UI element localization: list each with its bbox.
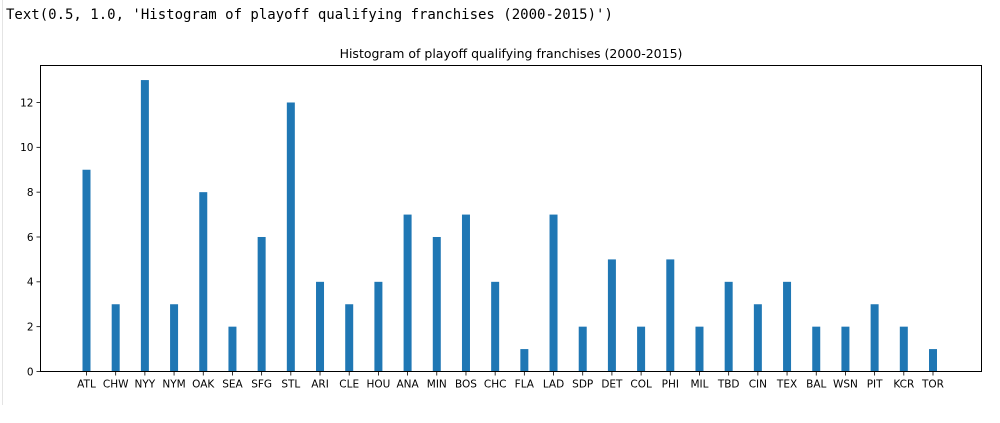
x-tick-label: ANA [396, 379, 419, 391]
x-tick-label: ARI [311, 379, 329, 391]
x-tick-label: DET [601, 379, 623, 391]
x-tick-label: BOS [455, 379, 477, 391]
x-tick-label: LAD [543, 379, 564, 391]
x-tick-label: CHW [103, 379, 129, 391]
bar-bal [812, 326, 821, 372]
bar-fla [520, 349, 529, 372]
bar-lad [549, 214, 558, 372]
x-tick-label: TOR [921, 379, 944, 391]
bar-hou [374, 281, 383, 372]
bar-tor [929, 349, 937, 372]
x-tick-label: TEX [776, 379, 797, 391]
bars-group [82, 80, 937, 372]
bar-min [432, 236, 441, 372]
x-tick-label: ATL [77, 379, 96, 391]
output-area-border [2, 0, 3, 405]
bar-tex [783, 281, 792, 372]
x-tick-label: OAK [192, 379, 215, 391]
bar-tbd [724, 281, 733, 372]
x-tick-label: HOU [366, 379, 390, 391]
y-axis: 0 2 4 6 8 10 12 [20, 97, 41, 378]
output-text: Text(0.5, 1.0, 'Histogram of playoff qua… [6, 7, 613, 23]
bar-stl [286, 102, 295, 372]
bar-pit [870, 304, 879, 372]
bar-chc [491, 281, 500, 372]
y-tick-label: 8 [27, 187, 34, 199]
bar-sea [228, 326, 237, 372]
x-tick-label: SEA [222, 379, 243, 391]
x-axis: ATL CHW NYY NYM OAK SEA SFG STL ARI CLE HOU ANA MIN B… [77, 371, 944, 391]
x-tick-label: CIN [749, 379, 767, 391]
bar-oak [199, 192, 208, 372]
x-tick-label: PIT [867, 379, 883, 391]
x-tick-label: TBD [717, 379, 740, 391]
x-tick-label: MIN [427, 379, 447, 391]
y-tick-label: 10 [20, 142, 33, 154]
bar-kcr [899, 326, 908, 372]
bar-atl [82, 169, 91, 372]
bar-nyy [140, 80, 149, 372]
x-tick-label: PHI [662, 379, 679, 391]
bar-phi [666, 259, 675, 372]
x-tick-label: STL [281, 379, 300, 391]
x-tick-label: CHC [484, 379, 507, 391]
bar-bos [461, 214, 470, 372]
y-tick-label: 2 [27, 321, 34, 333]
bar-mil [695, 326, 704, 372]
y-tick-label: 4 [27, 277, 34, 289]
bar-col [637, 326, 646, 372]
x-tick-label: WSN [833, 379, 858, 391]
x-tick-label: NYY [135, 379, 156, 391]
x-tick-label: FLA [515, 379, 535, 391]
bar-chw [111, 304, 120, 372]
x-tick-label: MIL [690, 379, 708, 391]
y-tick-label: 6 [27, 232, 34, 244]
bar-nym [170, 304, 179, 372]
y-tick-label: 0 [27, 366, 34, 378]
bar-ana [403, 214, 412, 372]
y-tick-label: 12 [20, 97, 33, 109]
x-tick-label: CLE [339, 379, 359, 391]
plot-frame [40, 65, 982, 372]
bar-cle [345, 304, 354, 372]
chart-title: Histogram of playoff qualifying franchis… [340, 46, 683, 61]
x-tick-label: KCR [893, 379, 914, 391]
x-tick-label: COL [630, 379, 652, 391]
x-tick-label: SDP [572, 379, 593, 391]
bar-cin [753, 304, 762, 372]
bar-ari [316, 281, 325, 372]
bar-wsn [841, 326, 850, 372]
bar-sdp [578, 326, 587, 372]
x-tick-label: SFG [251, 379, 272, 391]
bar-sfg [257, 236, 266, 372]
x-tick-label: BAL [806, 379, 826, 391]
x-tick-label: NYM [162, 379, 185, 391]
bar-det [607, 259, 616, 372]
